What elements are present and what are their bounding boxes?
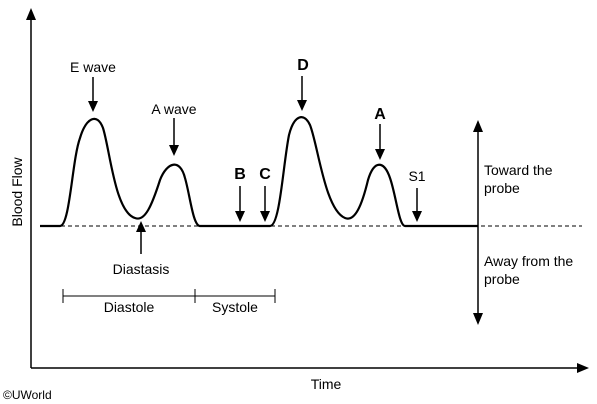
diastasis-label: Diastasis <box>113 261 170 277</box>
toward-probe-label-line1: Toward the <box>484 162 553 178</box>
a-wave-arrow-head <box>169 145 179 156</box>
s1-arrow-head <box>412 211 422 222</box>
a-reversal-arrow-head <box>375 149 385 160</box>
away-probe-label-line2: probe <box>484 271 520 287</box>
y-axis-arrow <box>26 8 36 20</box>
systole-label: Systole <box>212 299 258 315</box>
pulmonary-vein-curve <box>240 116 478 228</box>
diastole-label: Diastole <box>104 299 155 315</box>
d-wave-label: D <box>297 57 309 74</box>
x-axis-label: Time <box>311 376 342 392</box>
x-axis-arrow <box>577 363 589 373</box>
away-probe-label-line1: Away from the <box>484 253 573 269</box>
b-point-label: B <box>234 166 246 183</box>
d-wave-arrow-head <box>297 100 307 111</box>
y-axis-label: Blood Flow <box>9 156 25 226</box>
direction-arrow-down-head <box>473 313 483 325</box>
diastasis-arrow-head <box>136 221 146 232</box>
e-wave-label: E wave <box>70 59 116 75</box>
e-wave-arrow-head <box>88 101 98 112</box>
direction-arrow-up-head <box>473 120 483 132</box>
c-point-label: C <box>259 166 271 183</box>
s1-label: S1 <box>408 168 425 184</box>
toward-probe-label-line2: probe <box>484 180 520 196</box>
a-wave-label: A wave <box>151 101 196 117</box>
copyright-text: ©UWorld <box>3 388 52 402</box>
b-point-arrow-head <box>235 211 245 222</box>
c-point-arrow-head <box>260 211 270 222</box>
mitral-inflow-curve <box>40 117 240 228</box>
a-reversal-label: A <box>374 106 386 123</box>
